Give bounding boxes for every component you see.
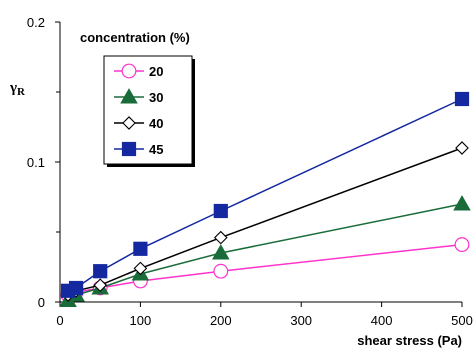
x-tick-label: 300 — [290, 313, 312, 328]
legend-label: 40 — [149, 116, 163, 131]
data-point — [213, 230, 228, 245]
y-tick-label: 0.2 — [27, 15, 45, 30]
legend-marker — [121, 63, 137, 79]
legend: 20 30 40 45 — [103, 55, 195, 167]
legend-item-20: 20 — [114, 63, 163, 79]
data-point — [213, 263, 229, 279]
series-20-line — [67, 243, 463, 296]
legend-marker — [121, 141, 137, 157]
legend-item-40: 40 — [114, 116, 163, 131]
x-tick-label: 500 — [451, 313, 473, 328]
y-tick-label: 0.1 — [27, 155, 45, 170]
x-tick-label: 100 — [130, 313, 152, 328]
x-axis-label: shear stress (Pa) — [357, 333, 462, 348]
series-40-line — [67, 147, 463, 296]
data-point — [133, 241, 148, 256]
x-tick-label: 200 — [210, 313, 232, 328]
legend-label: 45 — [149, 142, 163, 157]
series-20 — [60, 237, 470, 303]
data-point — [93, 278, 108, 293]
series-45 — [60, 91, 470, 298]
legend-label: 20 — [149, 64, 163, 79]
series-30 — [59, 195, 471, 308]
legend-box — [103, 55, 193, 165]
data-point — [68, 280, 84, 296]
axes: 0 100 200 300 400 500 0 0.1 0.2 — [27, 15, 473, 328]
data-point — [455, 141, 469, 155]
data-point — [453, 195, 471, 211]
x-tick-label: 0 — [56, 313, 63, 328]
x-tick-label: 400 — [371, 313, 393, 328]
y-axis-label-sub: R — [17, 86, 26, 98]
data-point — [213, 203, 228, 219]
legend-title: concentration (%) — [80, 30, 190, 45]
y-axis-label-main: γ — [9, 80, 17, 96]
data-point — [454, 237, 470, 253]
data-point — [454, 91, 470, 107]
legend-marker — [122, 116, 136, 130]
series-layer — [59, 91, 471, 308]
legend-item-30: 30 — [114, 88, 163, 105]
y-axis-label: γR — [9, 80, 26, 98]
data-point — [93, 264, 108, 279]
legend-item-45: 45 — [114, 141, 163, 157]
series-30-line — [67, 203, 463, 302]
legend-label: 30 — [149, 90, 163, 105]
data-point — [212, 244, 230, 260]
data-point — [133, 261, 148, 276]
y-tick-label: 0 — [38, 295, 45, 310]
legend-marker — [120, 88, 138, 104]
